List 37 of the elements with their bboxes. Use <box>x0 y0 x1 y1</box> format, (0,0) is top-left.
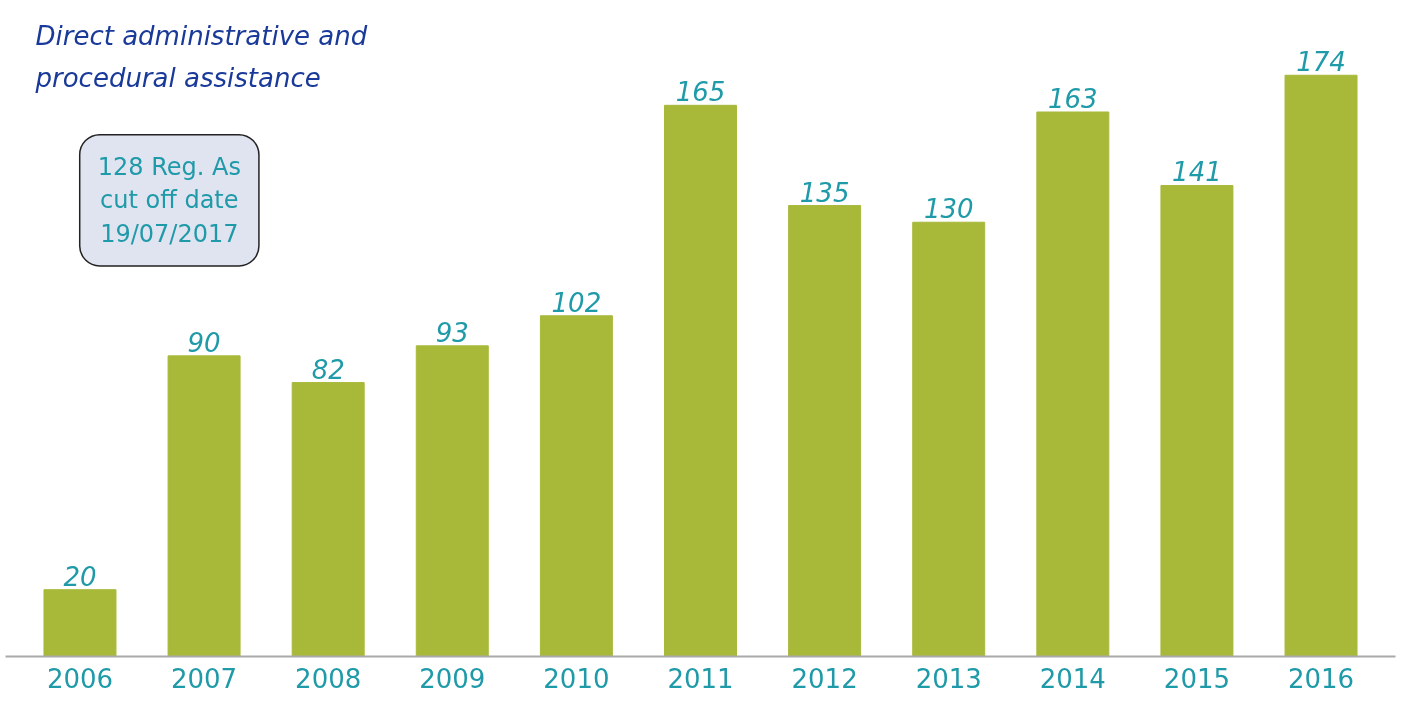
bar <box>912 221 986 657</box>
bar <box>415 345 489 657</box>
data-label: 141 <box>1172 157 1222 188</box>
data-label: 82 <box>311 354 345 385</box>
x-tick-label: 2012 <box>791 663 858 694</box>
data-label: 93 <box>435 317 469 348</box>
bar <box>43 589 117 657</box>
annotation: 19/07/2017 <box>100 219 239 248</box>
x-tick-label: 2013 <box>915 663 982 694</box>
x-tick-label: 2010 <box>543 663 610 694</box>
bar <box>1036 111 1110 657</box>
x-tick-label: 2009 <box>419 663 486 694</box>
x-tick-label: 2011 <box>667 663 734 694</box>
annotation: cut off date <box>100 186 239 215</box>
bar <box>1284 74 1358 657</box>
bar <box>291 382 365 657</box>
bar <box>1160 184 1234 657</box>
bar <box>788 205 862 657</box>
data-label: 102 <box>551 287 602 318</box>
bar <box>664 104 737 657</box>
data-label: 130 <box>923 194 974 225</box>
x-tick-label: 2007 <box>170 663 238 694</box>
annotation: 128 Reg. As <box>97 152 241 181</box>
bar <box>167 355 241 657</box>
x-tick-label: 2008 <box>295 663 362 694</box>
chart-title: Direct administrative and procedural assistance <box>34 21 368 94</box>
data-label: 135 <box>799 177 850 208</box>
data-label: 90 <box>187 327 221 358</box>
data-label: 174 <box>1296 47 1346 78</box>
x-tick-label: 2016 <box>1287 663 1355 694</box>
data-label: 20 <box>63 561 97 592</box>
data-label: 163 <box>1048 84 1098 114</box>
bar <box>539 315 613 657</box>
x-tick-label: 2015 <box>1163 663 1231 694</box>
x-tick-label: 2006 <box>46 663 114 694</box>
data-label: 165 <box>675 77 726 108</box>
x-tick-label: 2014 <box>1039 663 1106 694</box>
